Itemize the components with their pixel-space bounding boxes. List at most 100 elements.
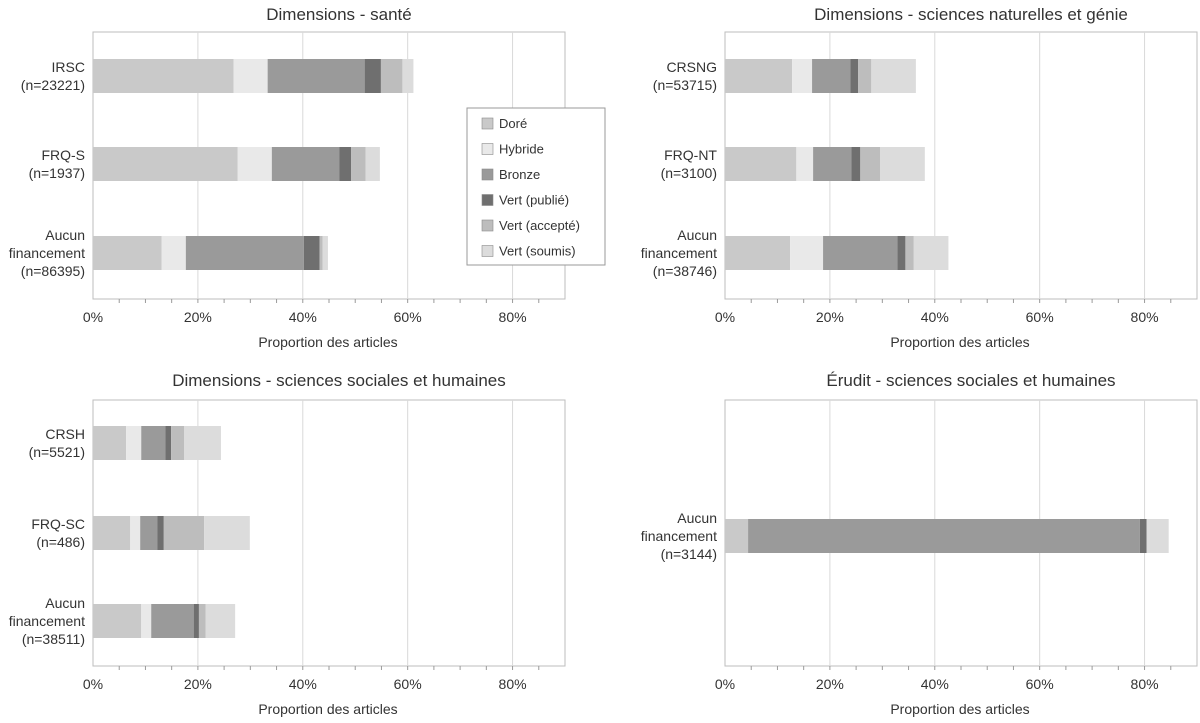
bar-segment [725,236,791,270]
legend-swatch [481,168,494,181]
x-axis-label: Proportion des articles [258,334,397,350]
bar-segment [913,236,949,270]
bar-segment [725,519,749,553]
bar-segment [267,59,365,93]
bar-segment [796,147,814,181]
x-tick-label: 40% [289,676,317,692]
category-label: Aucun financement (n=86395) [9,227,85,279]
chart-2: Dimensions - sciences naturelles et géni… [641,5,1198,350]
bar-segment [380,59,403,93]
x-tick-label: 20% [184,309,212,325]
category-label-line: financement [641,245,717,261]
bar-segment [850,59,859,93]
category-label-line: FRQ-NT [664,147,717,163]
category-label: FRQ-NT (n=3100) [661,147,718,181]
category-label-line: (n=38746) [653,263,717,279]
bar-segment [905,236,914,270]
legend-label: Vert (accepté) [499,218,580,233]
bar-segment [151,604,194,638]
category-label-line: (n=3100) [661,165,717,181]
chart-title: Dimensions - santé [266,5,412,24]
bar-segment [365,147,380,181]
bar-segment [157,516,164,550]
category-label-line: (n=1937) [29,165,85,181]
bar-segment [193,604,199,638]
bar-segment [792,59,813,93]
chart-title: Érudit - sciences sociales et humaines [826,371,1115,390]
legend-label: Vert (publié) [499,193,569,208]
bar-segment [93,426,127,460]
x-tick-label: 0% [83,676,103,692]
bar-segment [93,59,234,93]
category-label-line: (n=53715) [653,77,717,93]
bar-segment [198,604,206,638]
bar-segment [812,59,851,93]
category-label-line: (n=23221) [21,77,85,93]
legend-swatch [481,117,494,130]
bar-segment [319,236,323,270]
bar-segment [141,426,166,460]
bar-segment [93,147,238,181]
category-label-line: (n=86395) [21,263,85,279]
bar-segment [725,59,793,93]
category-label-line: (n=486) [36,534,85,550]
legend-swatch [481,245,494,257]
category-label-line: Aucun [45,227,85,243]
bar-segment [860,147,881,181]
category-label: IRSC (n=23221) [21,59,85,93]
bar-segment [171,426,185,460]
legend-swatch [481,219,494,232]
x-tick-label: 20% [816,309,844,325]
x-tick-label: 40% [921,309,949,325]
category-label: Aucun financement (n=38746) [641,227,717,279]
bar-segment [897,236,906,270]
legend-label: Hybride [499,142,544,157]
bar-segment [233,59,268,93]
x-tick-label: 0% [715,676,735,692]
x-axis-label: Proportion des articles [890,701,1029,717]
chart-3: Dimensions - sciences sociales et humain… [9,371,566,717]
legend-label: Bronze [499,167,540,182]
x-axis-label: Proportion des articles [890,334,1029,350]
category-label-line: Aucun [45,595,85,611]
x-tick-label: 80% [1131,309,1159,325]
category-label-line: CRSH [45,426,85,442]
legend-swatch [481,194,494,206]
bar-segment [339,147,352,181]
category-label-line: FRQ-SC [31,516,85,532]
bar-segment [165,426,172,460]
category-label-line: Aucun [677,510,717,526]
bar-segment [1146,519,1169,553]
bar-segment [237,147,272,181]
category-label: CRSNG (n=53715) [653,59,717,93]
x-tick-label: 60% [394,676,422,692]
bar-segment [823,236,898,270]
category-label-line: (n=3144) [661,546,717,562]
category-label: FRQ-SC (n=486) [31,516,85,550]
bar-segment [748,519,1140,553]
x-tick-label: 0% [83,309,103,325]
legend-swatch [481,143,494,155]
x-tick-label: 80% [1131,676,1159,692]
bar-segment [871,59,916,93]
bar-segment [813,147,852,181]
category-label-line: financement [9,613,85,629]
bar-segment [185,236,304,270]
category-label: FRQ-S (n=1937) [29,147,85,181]
bar-segment [93,236,162,270]
x-tick-label: 20% [184,676,212,692]
x-tick-label: 40% [921,676,949,692]
legend: Doré Hybride Bronze Vert (publié) Vert (acce… [466,107,606,266]
x-tick-label: 60% [1026,676,1054,692]
chart-title: Dimensions - sciences naturelles et géni… [814,5,1128,24]
category-label: Aucun financement (n=3144) [641,510,717,562]
x-tick-label: 60% [1026,309,1054,325]
category-label-line: financement [641,528,717,544]
x-axis-label: Proportion des articles [258,701,397,717]
bar-segment [141,604,152,638]
category-label: CRSH (n=5521) [29,426,85,460]
category-label: Aucun financement (n=38511) [9,595,85,647]
bar-segment [126,426,142,460]
chart-4: Érudit - sciences sociales et humaines 0%… [641,371,1198,717]
